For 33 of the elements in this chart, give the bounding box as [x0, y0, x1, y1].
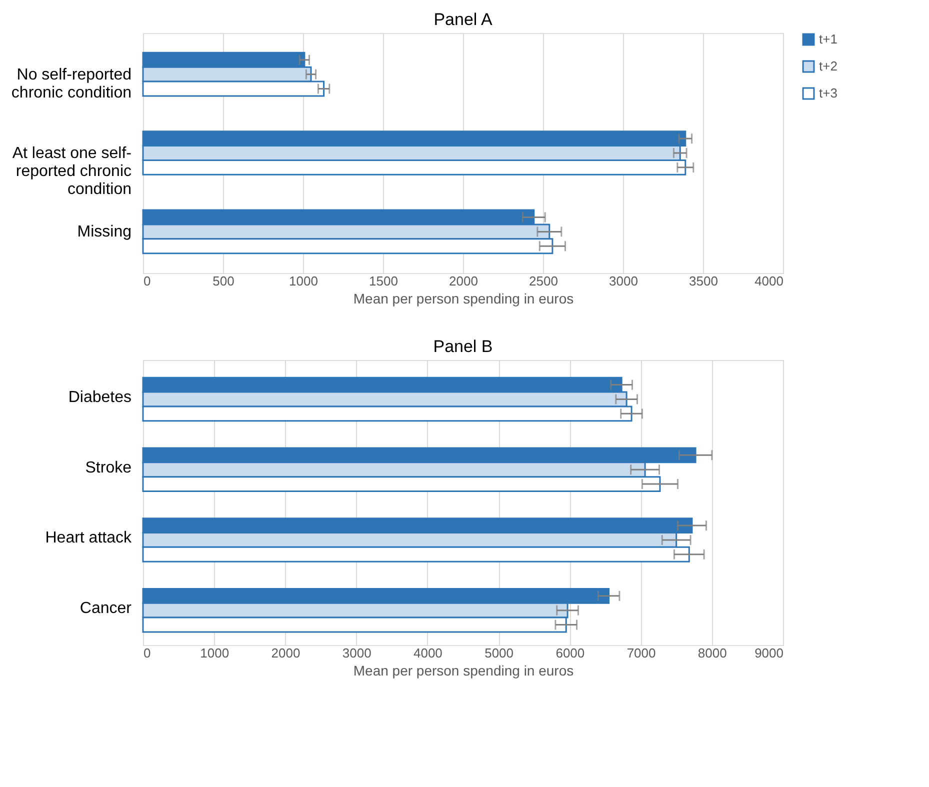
x-tick-label: 2000 — [271, 646, 300, 660]
x-tick-label: 1500 — [369, 274, 398, 288]
legend-label: t+2 — [819, 58, 838, 74]
y-tick-label: No self-reported chronic condition — [11, 66, 132, 102]
x-tick-label: 7000 — [626, 646, 656, 660]
y-tick-label: Cancer — [80, 600, 132, 618]
x-axis-title: Mean per person spending in euros — [353, 662, 574, 678]
x-tick-label: 6000 — [556, 646, 585, 660]
x-tick-label: 0 — [144, 274, 151, 288]
x-tick-label: 4000 — [413, 646, 442, 660]
y-tick-label: Heart attack — [45, 530, 132, 547]
x-tick-label: 2500 — [529, 274, 558, 288]
y-tick-label: Missing — [77, 224, 132, 241]
legend-label: t+3 — [819, 86, 838, 100]
x-tick-label: 3000 — [342, 646, 372, 660]
x-tick-label: 3500 — [689, 274, 718, 288]
x-tick-label: 9000 — [754, 646, 784, 660]
x-tick-label: 4000 — [754, 274, 784, 288]
legend-label: t+1 — [819, 32, 838, 46]
x-tick-label: 8000 — [698, 646, 727, 660]
x-tick-label: 1000 — [200, 646, 230, 660]
y-tick-label: At least one self-reported chronic condition — [12, 145, 132, 198]
x-tick-label: 2000 — [449, 274, 478, 288]
chart-title: Panel A — [434, 10, 493, 29]
x-tick-label: 3000 — [609, 274, 638, 288]
x-axis-title: Mean per person spending in euros — [353, 290, 574, 306]
x-tick-label: 5000 — [484, 646, 514, 660]
y-tick-label: Diabetes — [68, 388, 132, 406]
y-tick-label: Stroke — [85, 459, 132, 476]
chart-title: Panel B — [433, 337, 493, 356]
x-tick-label: 500 — [212, 274, 234, 288]
x-tick-label: 0 — [144, 646, 151, 660]
x-tick-label: 1000 — [289, 274, 318, 288]
